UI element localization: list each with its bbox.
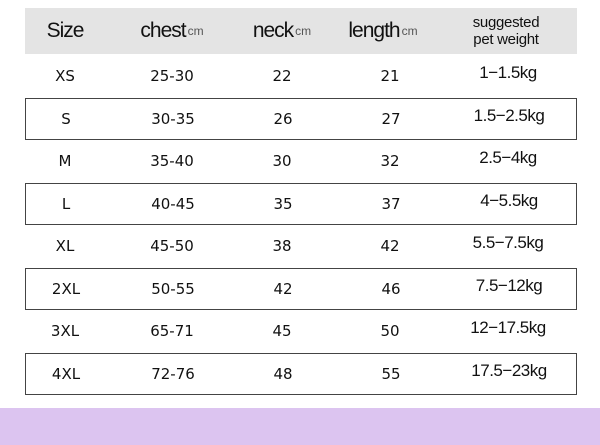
header-neck-label: neck (252, 19, 294, 42)
cell-length: 50 (380, 322, 400, 340)
cell-chest: 45-50 (150, 237, 194, 255)
header-weight: suggested pet weight (473, 8, 540, 54)
cell-weight: 1−1.5kg (479, 63, 537, 82)
header-size-label: Size (46, 19, 85, 42)
cell-neck: 38 (272, 237, 292, 255)
cell-length: 21 (380, 67, 400, 85)
header-size: Size (46, 8, 85, 54)
cell-chest: 40-45 (151, 194, 195, 213)
cell-chest: 72-76 (151, 364, 195, 383)
cell-weight: 5.5−7.5kg (472, 233, 544, 252)
cell-chest: 65-71 (150, 322, 194, 340)
cell-weight: 17.5−23kg (471, 360, 547, 380)
cell-chest: 35-40 (150, 152, 194, 170)
cell-weight: 4−5.5kg (480, 190, 538, 210)
cell-size: M (58, 152, 72, 170)
header-length-label: length (348, 19, 400, 42)
table-header: Size chest cm neck cm length cm suggested pe… (25, 8, 577, 54)
table-row: L 40-45 35 37 4−5.5kg (25, 182, 577, 225)
table-row: S 30-35 26 27 1.5−2.5kg (25, 97, 577, 140)
table-row: M 35-40 30 32 2.5−4kg (25, 140, 577, 182)
cell-length: 32 (380, 152, 400, 170)
header-weight-line2: pet weight (473, 31, 539, 48)
cell-weight: 7.5−12kg (475, 275, 543, 295)
decorative-band (0, 408, 600, 445)
cell-weight: 12−17.5kg (470, 318, 546, 337)
cell-neck: 42 (273, 279, 293, 298)
cell-weight: 2.5−4kg (479, 148, 537, 167)
cell-size: 2XL (51, 279, 81, 298)
table-row: XL 45-50 38 42 5.5−7.5kg (25, 225, 577, 267)
header-chest: chest cm (140, 8, 203, 54)
table-row: 4XL 72-76 48 55 17.5−23kg (25, 352, 577, 395)
table-row: 2XL 50-55 42 46 7.5−12kg (25, 267, 577, 310)
cell-size: 4XL (51, 364, 81, 383)
cell-size: S (61, 109, 71, 128)
cell-neck: 22 (272, 67, 292, 85)
cell-chest: 25-30 (150, 67, 194, 85)
cell-neck: 35 (273, 194, 293, 213)
cell-size: XL (55, 237, 75, 255)
cell-chest: 30-35 (151, 109, 195, 128)
cell-size: XS (55, 67, 75, 85)
cell-weight: 1.5−2.5kg (473, 105, 545, 125)
cell-length: 42 (380, 237, 400, 255)
table-row: XS 25-30 22 21 1−1.5kg (25, 55, 577, 97)
cell-neck: 45 (272, 322, 292, 340)
cell-size: 3XL (50, 322, 80, 340)
header-chest-label: chest (140, 19, 186, 42)
unit-label: cm (401, 24, 418, 38)
cell-size: L (61, 194, 71, 213)
cell-length: 37 (381, 194, 401, 213)
header-weight-line1: suggested (472, 14, 540, 31)
unit-label: cm (187, 24, 204, 38)
cell-length: 27 (381, 109, 401, 128)
unit-label: cm (295, 24, 312, 38)
cell-length: 46 (381, 279, 401, 298)
header-neck: neck cm (253, 8, 311, 54)
cell-neck: 26 (273, 109, 293, 128)
cell-neck: 48 (273, 364, 293, 383)
header-length: length cm (348, 8, 417, 54)
table-row: 3XL 65-71 45 50 12−17.5kg (25, 310, 577, 352)
cell-neck: 30 (272, 152, 292, 170)
cell-length: 55 (381, 364, 401, 383)
cell-chest: 50-55 (151, 279, 195, 298)
